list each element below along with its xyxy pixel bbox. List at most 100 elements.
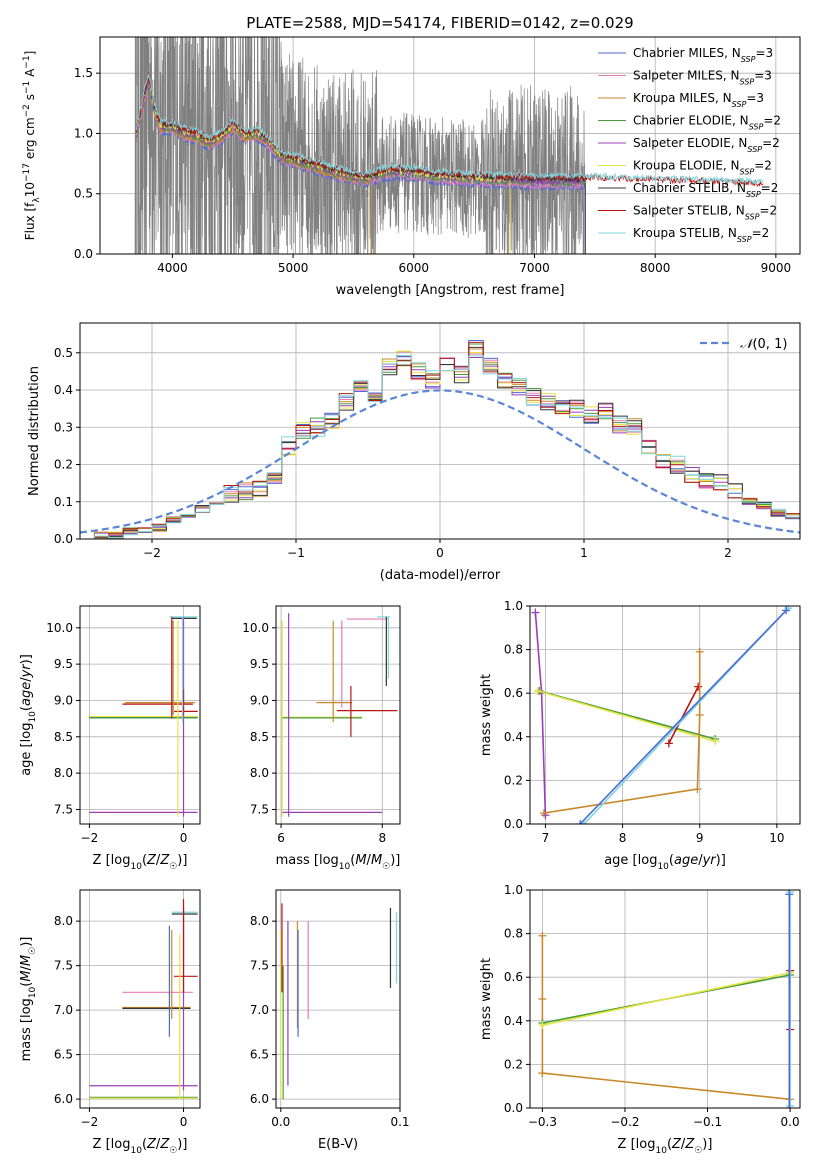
axis-label-part: / bbox=[681, 1137, 686, 1152]
x-tick-label: 0.0 bbox=[271, 1115, 290, 1129]
legend-entry-part: =3 bbox=[754, 69, 772, 83]
legend-entry-part: =2 bbox=[762, 136, 780, 150]
x-tick-label: 0 bbox=[180, 831, 188, 845]
histogram-step bbox=[80, 348, 800, 539]
plus-marker bbox=[695, 711, 704, 719]
legend-entry-part: SSP bbox=[737, 235, 752, 244]
y-axis-label-part: −2 bbox=[22, 104, 32, 117]
x-tick-label: 9000 bbox=[761, 261, 792, 275]
axis-label-part: mass [log bbox=[276, 853, 339, 868]
axis-label-part: )] bbox=[19, 937, 34, 947]
y-tick-label: 8.0 bbox=[250, 914, 269, 928]
y-axis-label-part: −17 bbox=[22, 163, 32, 182]
y-axis-label-part: erg cm bbox=[23, 117, 37, 163]
axis-label-part: age bbox=[674, 853, 698, 868]
x-tick-label: 6000 bbox=[399, 261, 430, 275]
plus-marker bbox=[576, 820, 585, 824]
y-tick-label: 0.3 bbox=[54, 420, 73, 434]
legend-entry: Kroupa STELIB, NSSP=2 bbox=[633, 226, 769, 244]
mass-weight-line bbox=[537, 690, 716, 742]
y-tick-label: 0.1 bbox=[54, 495, 73, 509]
axis-label-part: 10 bbox=[130, 862, 142, 872]
y-axis-label-part: λ bbox=[32, 197, 42, 203]
y-axis-label: mass weight bbox=[479, 674, 494, 756]
axis-label-part: / bbox=[19, 677, 34, 682]
x-tick-label: 8000 bbox=[640, 261, 671, 275]
axis-label-part: 10 bbox=[130, 1146, 142, 1156]
legend-entry-part: Salpeter MILES, N bbox=[633, 69, 740, 83]
x-tick-label: 0.1 bbox=[390, 1115, 409, 1129]
y-tick-label: 0.4 bbox=[504, 1014, 523, 1028]
legend-entry-part: Kroupa ELODIE, N bbox=[633, 159, 740, 173]
x-tick-label: −2 bbox=[81, 831, 99, 845]
axis-label-part: ☉ bbox=[28, 947, 38, 955]
axis-label-part: 10 bbox=[28, 711, 38, 723]
y-tick-label: 0.5 bbox=[74, 187, 93, 201]
y-tick-label: 8.0 bbox=[250, 766, 269, 780]
y-tick-label: 7.5 bbox=[250, 959, 269, 973]
y-axis-label: Flux [fλ10−17 erg cm−2 s−1 A−1] bbox=[22, 51, 42, 241]
massweight_vs_age-plot-area bbox=[531, 606, 793, 824]
massweight_vs_Z-panel: −0.3 −0.2 −0.1 0.0 0.0 0.2 0.4 0.6 0.8 1.0 Z [log1… bbox=[479, 883, 801, 1156]
x-tick-label: 0 bbox=[436, 546, 444, 560]
axis-label-part: / bbox=[367, 853, 372, 868]
legend-entry-part: =3 bbox=[755, 46, 773, 60]
plus-marker bbox=[695, 647, 704, 656]
plus-marker bbox=[538, 1069, 547, 1078]
legend-entry: Kroupa MILES, NSSP=3 bbox=[633, 91, 764, 109]
legend-entry: 𝒩(0, 1) bbox=[740, 337, 787, 352]
legend-entry-part: =3 bbox=[746, 91, 764, 105]
y-axis-label-part: −1 bbox=[22, 81, 32, 94]
axis-label-part: Z bbox=[684, 1137, 695, 1152]
x-axis-label: Z [log10(Z/Z☉)] bbox=[93, 853, 188, 872]
x-tick-label: 2 bbox=[724, 546, 732, 560]
legend-entry-part: SSP bbox=[747, 145, 762, 154]
histogram-step bbox=[80, 343, 800, 539]
axis-label-part: ☉ bbox=[694, 1146, 702, 1156]
plus-marker bbox=[785, 1104, 794, 1108]
y-tick-label: 0.6 bbox=[504, 970, 523, 984]
x-tick-label: 8 bbox=[619, 831, 627, 845]
histogram-step bbox=[80, 355, 800, 539]
y-tick-label: 8.0 bbox=[54, 766, 73, 780]
plus-marker bbox=[580, 820, 588, 824]
axis-label-part: / bbox=[19, 965, 34, 970]
x-axis-label: mass [log10(M/M☉)] bbox=[276, 853, 401, 872]
plus-marker bbox=[785, 890, 794, 899]
axes-frame bbox=[529, 889, 801, 1109]
y-tick-label: 7.5 bbox=[54, 959, 73, 973]
legend-entry: Chabrier ELODIE, NSSP=2 bbox=[633, 114, 781, 132]
legend-entry: Salpeter STELIB, NSSP=2 bbox=[633, 204, 777, 222]
legend-entry-part: =2 bbox=[763, 114, 781, 128]
residuals-panel: −2 −1 0 1 2 0.0 0.1 0.2 0.3 0.4 0.5 (data-model)/er… bbox=[27, 322, 801, 583]
legend-entry-part: SSP bbox=[740, 167, 755, 176]
axis-label-part: / bbox=[698, 853, 703, 868]
axis-label-part: )] bbox=[177, 1137, 187, 1152]
axis-label-part: )] bbox=[19, 654, 34, 664]
legend-entry-part: SSP bbox=[732, 100, 747, 109]
axis-label-part: yr bbox=[702, 853, 718, 868]
y-tick-label: 7.5 bbox=[250, 802, 269, 816]
x-axis-label: Z [log10(Z/Z☉)] bbox=[618, 1137, 713, 1156]
x-tick-label: −2 bbox=[81, 1115, 99, 1129]
x-tick-label: −0.3 bbox=[528, 1115, 557, 1129]
y-axis-label-part: A bbox=[23, 68, 37, 81]
axes-frame bbox=[275, 889, 401, 1109]
axis-label-part: 10 bbox=[28, 986, 38, 998]
legend-entry-part: Kroupa STELIB, N bbox=[633, 226, 737, 240]
y-tick-label: 1.5 bbox=[74, 66, 93, 80]
plus-marker bbox=[531, 608, 540, 617]
axis-label-part: M bbox=[355, 853, 366, 868]
plus-marker bbox=[538, 931, 547, 940]
legend-entry: Chabrier MILES, NSSP=3 bbox=[633, 46, 773, 64]
axis-label-part: 10 bbox=[655, 1146, 667, 1156]
y-axis-label-part: Flux [f bbox=[23, 202, 37, 240]
y-axis-label: mass weight bbox=[479, 958, 494, 1040]
x-tick-label: 6 bbox=[277, 831, 285, 845]
legend-entry-part: Chabrier MILES, N bbox=[633, 46, 741, 60]
y-tick-label: 0.0 bbox=[504, 1101, 523, 1115]
x-tick-label: −2 bbox=[143, 546, 161, 560]
age_vs_mass-plot-area bbox=[281, 613, 398, 817]
